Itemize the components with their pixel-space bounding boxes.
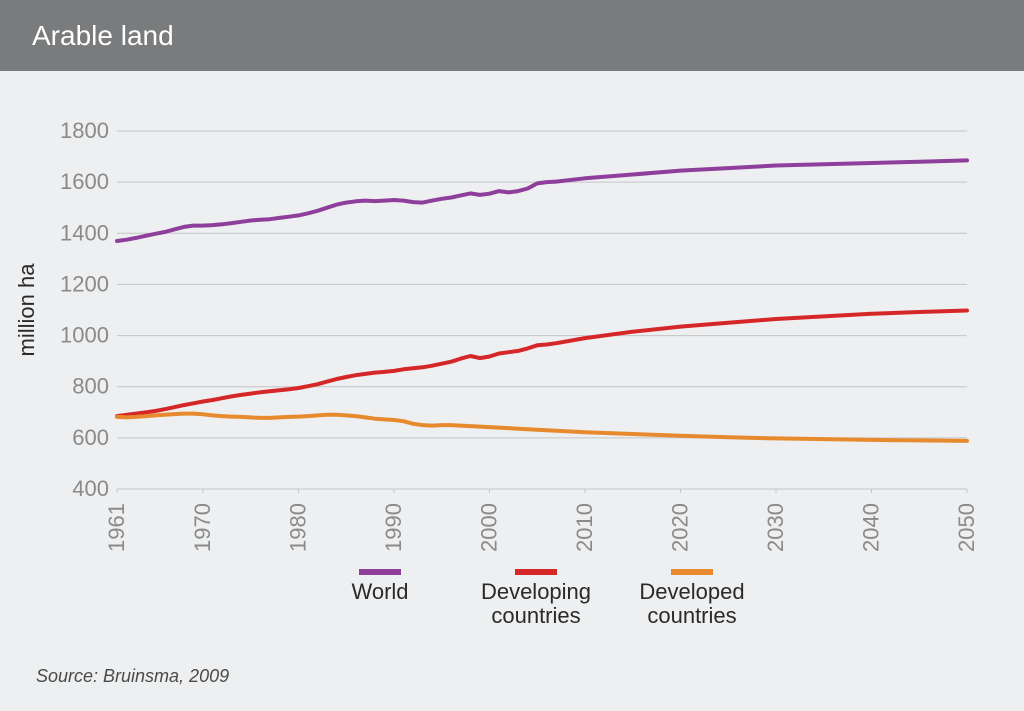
legend-label: Developed [639, 579, 744, 604]
y-tick-label: 800 [72, 374, 109, 399]
x-tick-label: 2050 [954, 503, 979, 552]
x-tick-label: 2010 [572, 503, 597, 552]
legend-swatch [671, 569, 713, 575]
legend-swatch [515, 569, 557, 575]
x-tick-label: 1961 [104, 503, 129, 552]
y-axis-title: million ha [14, 263, 39, 357]
header-bar: Arable land [0, 0, 1024, 71]
x-tick-label: 2040 [858, 503, 883, 552]
series-developed-countries [117, 414, 967, 441]
x-tick-label: 1970 [190, 503, 215, 552]
x-tick-label: 2000 [476, 503, 501, 552]
y-tick-label: 1600 [60, 169, 109, 194]
y-tick-label: 1000 [60, 323, 109, 348]
series-world [117, 160, 967, 241]
y-tick-label: 1400 [60, 220, 109, 245]
y-tick-label: 1800 [60, 118, 109, 143]
y-tick-label: 600 [72, 425, 109, 450]
source-citation: Source: Bruinsma, 2009 [36, 666, 229, 687]
legend-label: countries [491, 603, 580, 628]
x-tick-label: 1980 [285, 503, 310, 552]
x-tick-label: 2030 [763, 503, 788, 552]
y-tick-label: 400 [72, 476, 109, 501]
y-tick-label: 1200 [60, 271, 109, 296]
x-tick-label: 2020 [667, 503, 692, 552]
legend-label: World [351, 579, 408, 604]
chart-container: Arable land 400 600 800 1000 1200 1400 1600 180… [0, 0, 1024, 711]
legend-swatch [359, 569, 401, 575]
legend-label: Developing [481, 579, 591, 604]
page-title: Arable land [32, 20, 174, 52]
line-chart: 400 600 800 1000 1200 1400 1600 1800 million ha 1… [0, 71, 1024, 651]
x-tick-label: 1990 [381, 503, 406, 552]
legend-label: countries [647, 603, 736, 628]
chart-area: 400 600 800 1000 1200 1400 1600 1800 million ha 1… [0, 71, 1024, 651]
series-developing-countries [117, 311, 967, 417]
